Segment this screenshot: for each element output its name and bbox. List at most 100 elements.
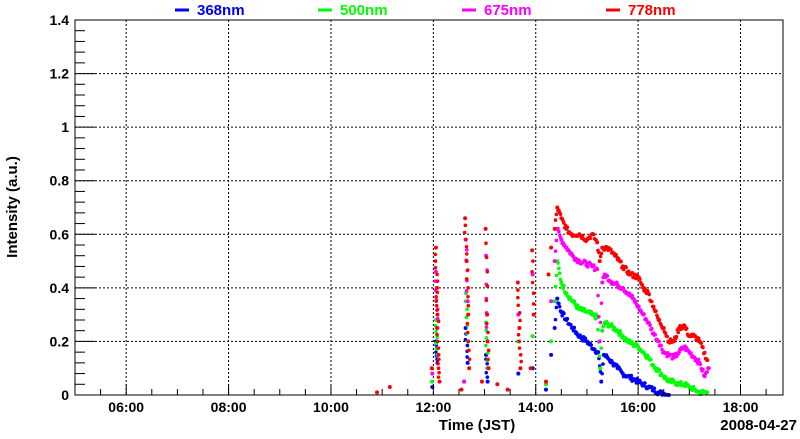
data-point-fill [663, 331, 668, 335]
data-point-fill [676, 330, 681, 335]
data-point-fill [516, 295, 520, 300]
data-point-fill [553, 284, 558, 289]
data-point [436, 352, 441, 357]
y-tick-label: 0.2 [50, 333, 70, 349]
data-point [651, 331, 656, 336]
data-point [671, 379, 676, 384]
y-tick-label: 0.4 [50, 280, 70, 296]
data-point [646, 320, 651, 325]
x-tick-label: 08:00 [211, 399, 247, 415]
data-point [459, 387, 464, 392]
data-point [600, 245, 605, 250]
data-point [546, 272, 551, 277]
data-point [485, 379, 490, 384]
data-point-fill [674, 334, 679, 339]
data-point [607, 323, 612, 328]
data-point-fill [465, 268, 470, 272]
data-point-fill [484, 343, 488, 348]
data-point [485, 312, 490, 317]
data-point-fill [558, 212, 563, 217]
data-point-fill [554, 238, 559, 243]
data-point-fill [433, 265, 438, 270]
data-point-fill [518, 353, 523, 357]
data-point [584, 261, 589, 266]
data-point [610, 360, 615, 365]
data-point [605, 245, 610, 250]
data-point [656, 339, 661, 344]
data-point [656, 368, 661, 373]
data-point-fill [465, 307, 469, 312]
data-point-fill [484, 325, 489, 329]
data-point-fill [462, 230, 467, 235]
data-point [656, 318, 661, 322]
data-point [598, 366, 603, 371]
data-point [666, 379, 671, 384]
data-point-fill [598, 320, 603, 325]
data-point [661, 374, 666, 379]
data-point-fill [467, 357, 472, 362]
data-point [564, 245, 569, 250]
data-point [577, 232, 582, 237]
legend-label: 500nm [340, 2, 388, 19]
y-tick-label: 1.2 [50, 66, 70, 82]
data-point [570, 326, 575, 331]
data-point [437, 379, 442, 384]
data-point-fill [466, 286, 470, 290]
data-point-fill [485, 339, 490, 344]
data-point [552, 326, 557, 331]
x-axis-title: Time (JST) [439, 417, 515, 434]
data-point-fill [530, 269, 534, 274]
data-point-fill [684, 326, 689, 331]
data-point-fill [484, 336, 489, 340]
data-point [543, 379, 548, 384]
data-point [705, 358, 710, 363]
data-point-fill [597, 314, 601, 319]
data-point [577, 259, 582, 264]
data-point [692, 334, 697, 339]
data-point [559, 216, 564, 221]
data-point-fill [702, 350, 707, 355]
data-point-fill [463, 223, 468, 228]
data-point [702, 374, 707, 379]
data-point-fill [466, 294, 470, 299]
data-point [641, 382, 646, 387]
data-point [631, 296, 636, 301]
data-point [666, 352, 671, 357]
data-point [600, 328, 605, 333]
data-point [559, 237, 564, 242]
data-point [602, 320, 607, 325]
data-point [628, 272, 633, 277]
data-point-fill [484, 321, 489, 326]
data-point-fill [436, 346, 441, 350]
data-point-fill [557, 301, 561, 306]
data-point [570, 299, 575, 304]
data-point-fill [484, 241, 488, 246]
data-point [602, 272, 607, 277]
data-point [646, 384, 651, 389]
data-point [597, 339, 602, 344]
data-point [584, 339, 589, 344]
data-point [615, 283, 620, 288]
data-point [584, 237, 589, 242]
data-point [599, 379, 604, 384]
data-point-fill [561, 240, 565, 245]
data-point [677, 382, 682, 387]
data-point-fill [680, 326, 685, 331]
data-point [666, 339, 671, 344]
data-point-fill [434, 329, 438, 334]
series-368nm [430, 296, 671, 397]
data-point-fill [553, 249, 558, 253]
data-point-fill [696, 336, 701, 341]
data-point-fill [557, 271, 562, 275]
data-point [597, 259, 602, 264]
data-point-fill [484, 255, 489, 260]
data-point-fill [589, 309, 593, 314]
data-point-fill [436, 319, 441, 324]
data-point-fill [517, 311, 522, 315]
data-point [577, 334, 582, 339]
data-point-fill [467, 348, 471, 353]
data-point [552, 259, 557, 264]
data-point [596, 350, 601, 355]
axis-ticks: 06:00 08:00 10:00 12:00 14:00 16:00 18:00 0 0.2 0… [50, 12, 767, 415]
data-point-fill [466, 339, 471, 344]
